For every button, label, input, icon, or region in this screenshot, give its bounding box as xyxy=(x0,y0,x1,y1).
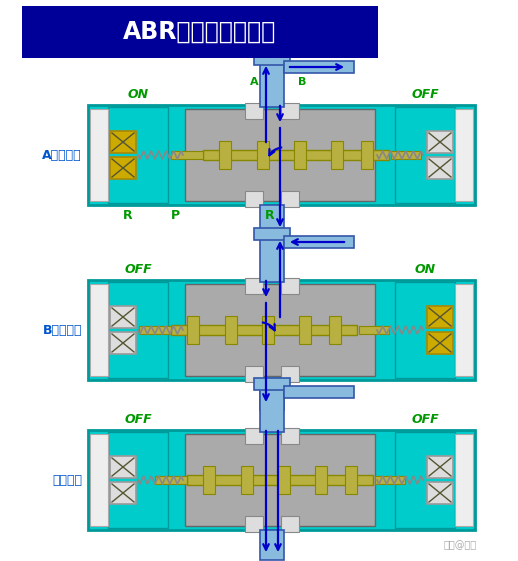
Bar xyxy=(245,103,263,119)
Text: OFF: OFF xyxy=(124,263,152,276)
Bar xyxy=(185,109,375,201)
Bar xyxy=(262,316,274,344)
Bar xyxy=(171,151,203,159)
Bar xyxy=(315,466,327,494)
Bar xyxy=(90,109,108,201)
Bar xyxy=(329,316,341,344)
Bar xyxy=(260,386,284,432)
Bar xyxy=(88,280,475,380)
Bar xyxy=(22,6,378,58)
Bar xyxy=(391,151,421,159)
Bar xyxy=(204,466,215,494)
Bar xyxy=(110,456,136,478)
Bar xyxy=(254,53,290,65)
Bar xyxy=(108,432,168,528)
Bar xyxy=(254,228,290,240)
Bar xyxy=(361,141,372,169)
Bar xyxy=(110,332,136,354)
Bar xyxy=(260,236,284,282)
Bar xyxy=(427,131,453,153)
Bar xyxy=(254,378,290,390)
Bar xyxy=(155,476,187,484)
Text: ABR连接「中泄式」: ABR连接「中泄式」 xyxy=(123,20,277,44)
Bar xyxy=(281,191,299,207)
Text: B侧通电时: B侧通电时 xyxy=(42,324,82,337)
Text: B: B xyxy=(298,77,306,87)
Bar xyxy=(90,284,108,376)
Bar xyxy=(281,516,299,532)
Bar xyxy=(245,366,263,382)
Bar xyxy=(278,466,290,494)
Bar xyxy=(395,282,455,378)
Bar xyxy=(281,278,299,294)
Bar xyxy=(110,306,136,328)
Bar xyxy=(427,306,453,328)
Bar xyxy=(281,366,299,382)
Bar xyxy=(284,236,354,248)
Text: ON: ON xyxy=(414,263,436,276)
Bar xyxy=(245,428,263,444)
Bar xyxy=(344,466,357,494)
Bar xyxy=(359,326,389,334)
Bar xyxy=(110,482,136,504)
Bar xyxy=(188,316,199,344)
Bar xyxy=(88,430,475,530)
Bar xyxy=(281,428,299,444)
Bar xyxy=(427,157,453,179)
Bar xyxy=(108,107,168,203)
Bar xyxy=(245,191,263,207)
Bar xyxy=(260,380,284,410)
Bar xyxy=(455,109,473,201)
Bar xyxy=(245,516,263,532)
Bar xyxy=(260,205,284,235)
Bar xyxy=(187,475,373,485)
Text: OFF: OFF xyxy=(124,413,152,426)
Bar xyxy=(427,456,453,478)
Bar xyxy=(284,386,354,398)
Text: OFF: OFF xyxy=(411,413,439,426)
Bar xyxy=(185,434,375,526)
Bar xyxy=(375,476,405,484)
Text: A: A xyxy=(250,77,258,87)
Bar xyxy=(395,107,455,203)
Bar xyxy=(171,325,357,335)
Bar xyxy=(331,141,343,169)
Bar xyxy=(219,141,232,169)
Bar xyxy=(240,466,252,494)
Bar xyxy=(245,278,263,294)
Bar xyxy=(260,61,284,107)
Bar xyxy=(299,316,311,344)
Text: 知乎@老史: 知乎@老史 xyxy=(443,540,477,550)
Bar xyxy=(281,103,299,119)
Bar xyxy=(260,530,284,560)
Bar xyxy=(88,105,475,205)
Text: 不通电时: 不通电时 xyxy=(52,473,82,486)
Text: R: R xyxy=(123,209,133,222)
Bar xyxy=(224,316,237,344)
Text: OFF: OFF xyxy=(411,88,439,101)
Bar xyxy=(108,282,168,378)
Bar xyxy=(455,434,473,526)
Bar xyxy=(90,434,108,526)
Text: ON: ON xyxy=(127,88,149,101)
Text: R: R xyxy=(265,209,275,222)
Bar xyxy=(294,141,306,169)
Bar xyxy=(455,284,473,376)
Bar xyxy=(110,131,136,153)
Bar xyxy=(284,61,354,73)
Bar xyxy=(395,432,455,528)
Bar xyxy=(139,326,171,334)
Bar xyxy=(203,150,389,160)
Bar xyxy=(110,157,136,179)
Bar xyxy=(427,332,453,354)
Text: P: P xyxy=(170,209,180,222)
Bar xyxy=(427,482,453,504)
Text: A侧通电时: A侧通电时 xyxy=(42,149,82,162)
Bar xyxy=(256,141,268,169)
Bar xyxy=(185,284,375,376)
